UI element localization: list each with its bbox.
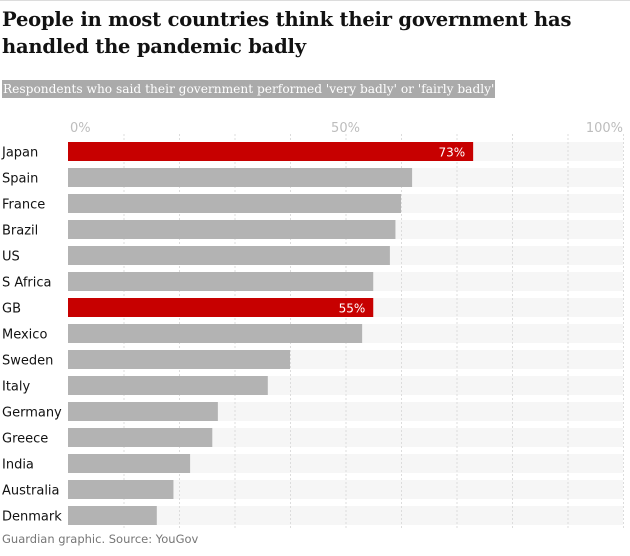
value-label: 73% [438, 146, 465, 160]
category-label: Sweden [2, 354, 53, 369]
category-label: France [2, 198, 45, 213]
bar [68, 246, 390, 265]
category-label: Australia [2, 484, 60, 499]
category-label: US [2, 250, 20, 265]
chart-title: People in most countries think their gov… [2, 8, 572, 58]
bar [68, 480, 174, 499]
chart-subtitle: Respondents who said their government pe… [2, 80, 496, 98]
bar [68, 506, 157, 525]
bar [68, 376, 268, 395]
bar [68, 324, 363, 343]
category-label: GB [2, 302, 21, 317]
category-label: Germany [2, 406, 62, 421]
bar [68, 272, 374, 291]
bar [68, 350, 290, 369]
category-label: Denmark [2, 510, 62, 525]
x-tick-label: 50% [331, 121, 360, 136]
x-tick-label: 0% [70, 121, 91, 136]
bar [68, 454, 191, 473]
bar [68, 220, 396, 239]
bar [68, 168, 413, 187]
bar-track [68, 480, 623, 499]
bar [68, 194, 401, 213]
category-label: Spain [2, 172, 38, 187]
category-label: S Africa [2, 276, 51, 291]
bar-highlighted [68, 298, 374, 317]
category-label: Brazil [2, 224, 38, 239]
category-label: Greece [2, 432, 48, 447]
source-note: Guardian graphic. Source: YouGov [2, 532, 199, 546]
x-tick-label: 100% [586, 121, 623, 136]
top-rule [0, 0, 630, 1]
value-label: 55% [339, 302, 366, 316]
bar [68, 402, 218, 421]
category-label: Italy [2, 380, 31, 395]
bar-highlighted [68, 142, 474, 161]
category-label: Mexico [2, 328, 47, 343]
category-label: Japan [1, 146, 38, 161]
bar-chart: 0% 50% 100% Japan 73% Spain France Brazil US S Af… [1, 121, 624, 528]
bar [68, 428, 213, 447]
category-label: India [2, 458, 34, 473]
